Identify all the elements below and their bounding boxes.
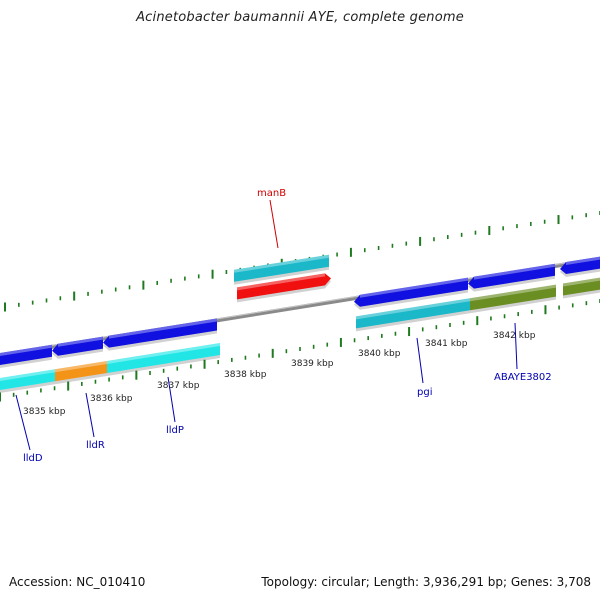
gene-label: pgi: [417, 387, 432, 398]
gene-bar-abaye3802: [470, 284, 556, 314]
cds-arrow-manb-body: [237, 273, 331, 300]
cds-arrow-6: [560, 256, 600, 278]
cds-arrow-2-highlight: [58, 336, 103, 347]
cds-arrow-5-highlight: [474, 263, 555, 280]
scale-tick-label: 3838 kbp: [224, 370, 267, 380]
gene-bar-manb-body: [234, 254, 329, 282]
gene-leader-line: [15, 394, 31, 451]
lower-tick-track: [0, 299, 600, 402]
gene-bar-abaye3802-highlight: [470, 284, 556, 302]
gene-bar-pgi-highlight: [356, 298, 470, 320]
gene-bar-manb-highlight: [234, 254, 329, 273]
gene-bar-manb: [234, 254, 329, 285]
upper-tick-track: [4, 211, 600, 312]
genome-summary: Topology: circular; Length: 3,936,291 bp…: [261, 575, 591, 589]
scale-tick-label: 3840 kbp: [358, 349, 401, 359]
gene-leader-line: [416, 337, 424, 384]
gene-bar-lldp-highlight: [107, 343, 220, 364]
cds-arrow-5: [468, 263, 555, 292]
scale-tick-label: 3842 kbp: [493, 331, 536, 341]
cds-arrow-6-body: [560, 256, 600, 275]
gene-leader-line: [167, 376, 176, 423]
scale-tick-label: 3839 kbp: [291, 359, 334, 369]
gene-bar-lldr-highlight: [55, 360, 107, 373]
genome-title: Acinetobacter baumannii AYE, complete ge…: [136, 10, 464, 25]
cds-arrow-pgi-highlight: [360, 277, 468, 298]
feature-track: [0, 254, 600, 393]
gene-bar-lldr-body: [55, 360, 107, 382]
scale-tick-label: 3835 kbp: [23, 407, 66, 417]
gene-bar-lldp: [107, 343, 220, 376]
gene-bar-abaye3802-body: [470, 284, 556, 311]
gene-label: lldP: [166, 425, 184, 436]
gene-label: lldR: [86, 440, 105, 451]
cds-arrow-3-body: [103, 318, 217, 348]
gene-bar-pgi-body: [356, 298, 470, 329]
cds-arrow-1: [0, 344, 52, 368]
cds-arrow-1-body: [0, 344, 52, 365]
accession-label: Accession: NC_010410: [9, 575, 146, 589]
cds-arrow-2-body: [52, 336, 103, 356]
scale-tick-label: 3836 kbp: [90, 394, 133, 404]
cds-arrow-pgi: [354, 277, 468, 310]
gene-bar-lldd-highlight: [0, 369, 55, 381]
gene-leader-line: [514, 322, 518, 370]
cds-arrow-3: [103, 318, 217, 351]
cds-arrow-3-highlight: [109, 318, 217, 339]
cds-arrow-manb-highlight: [237, 273, 325, 291]
gene-label: ABAYE3802: [494, 372, 552, 383]
cds-arrow-pgi-body: [354, 277, 468, 307]
gene-leader-line: [269, 199, 279, 249]
cds-arrow-1-highlight: [0, 344, 52, 356]
cds-arrow-manb: [237, 273, 331, 303]
gene-label: manB: [257, 188, 286, 199]
gene-label: lldD: [23, 453, 43, 464]
gene-bar-lldr: [55, 360, 107, 385]
gene-bar-lldd-body: [0, 369, 55, 390]
gene-bar-lldd: [0, 369, 55, 393]
gene-bar-7-body: [563, 277, 600, 296]
gene-labels: lldD lldR lldP manB pgi ABAYE3802: [15, 188, 552, 464]
gene-bar-7: [563, 277, 600, 299]
gene-bar-7-highlight: [563, 277, 600, 287]
gene-leader-line: [85, 392, 95, 438]
cds-arrow-2: [52, 336, 103, 359]
gene-bar-pgi: [356, 298, 470, 332]
gene-bar-lldp-body: [107, 343, 220, 373]
scale-labels: 3835 kbp 3836 kbp 3837 kbp 3838 kbp 3839 kbp…: [23, 331, 536, 417]
cds-arrow-5-body: [468, 263, 555, 289]
cds-arrow-6-highlight: [566, 256, 600, 266]
scale-tick-label: 3837 kbp: [157, 381, 200, 391]
scale-tick-label: 3841 kbp: [425, 339, 468, 349]
